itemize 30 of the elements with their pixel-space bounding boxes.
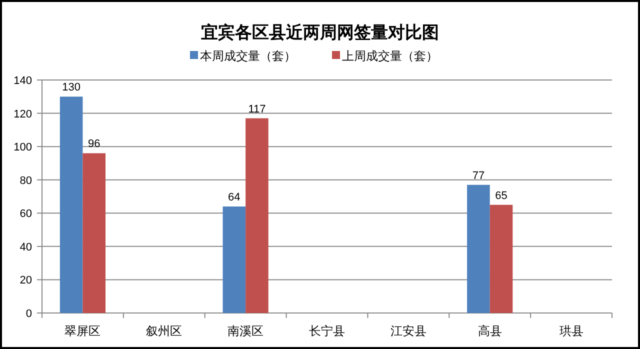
data-label: 130 [62,82,80,94]
data-label: 77 [472,170,485,182]
y-tick-label: 80 [20,174,32,187]
data-label: 64 [228,191,240,204]
legend-label: 上周成交量（套） [342,49,438,63]
bar [467,184,490,313]
y-tick-label: 100 [14,142,32,154]
x-tick-label: 长宁县 [309,324,345,338]
x-tick-label: 珙县 [559,324,584,338]
y-tick-label: 20 [20,274,32,287]
x-tick-label: 南溪区 [228,324,264,338]
chart-title: 宜宾各区县近两周网签量对比图 [201,23,439,42]
legend-label: 本周成交量（套） [200,49,296,63]
bar [82,153,106,313]
x-tick-label: 叙州区 [146,324,182,338]
bar [246,118,268,313]
data-label: 65 [495,190,508,202]
bar [490,204,513,313]
y-tick-label: 40 [20,241,32,254]
y-tick-label: 140 [14,75,32,87]
bar [60,96,83,313]
y-tick-label: 60 [20,208,32,220]
data-label: 96 [88,138,100,150]
x-tick-label: 翠屏区 [64,324,101,338]
y-tick-label: 0 [26,308,32,320]
data-label: 117 [248,103,266,116]
bar [222,206,246,313]
x-tick-label: 江安县 [390,324,426,338]
y-tick-label: 120 [14,108,32,120]
x-tick-label: 高县 [478,324,502,338]
